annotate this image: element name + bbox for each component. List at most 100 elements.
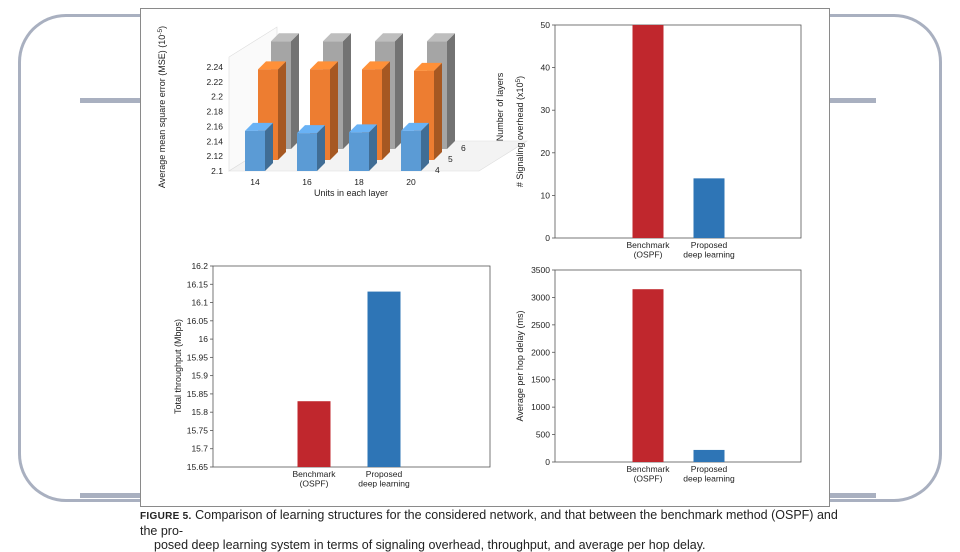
bar-layers-4-top <box>245 122 273 131</box>
plot-frame <box>212 265 491 468</box>
figure-canvas: 2.24 2.22 2.2 2.18 2.16 2.14 2.12 2.1 Average me… <box>157 20 802 489</box>
y-axis-label: Total throughput (Mbps) <box>173 319 183 414</box>
bar-layers-4-side <box>421 122 429 171</box>
bar-layers-5-top <box>310 61 338 70</box>
y-tick-label: 15.85 <box>187 389 209 399</box>
y-tick-label: 2.24 <box>206 62 223 72</box>
slide-bracket-left <box>18 14 161 502</box>
series-label: 4 <box>435 165 440 175</box>
y-tick-label: 2500 <box>531 320 550 330</box>
bar-layers-4 <box>245 130 265 171</box>
y-tick-label: 50 <box>541 20 551 30</box>
y-tick-label: 0 <box>545 233 550 243</box>
caption-line-2: posed deep learning system in terms of s… <box>140 538 840 552</box>
x-axis-label: Units in each layer <box>314 188 388 198</box>
series-label: 6 <box>461 143 466 153</box>
x-tick-label: Benchmark <box>627 240 671 250</box>
y-tick-label: 16.2 <box>191 261 208 271</box>
caption-text-2: posed deep learning system in terms of s… <box>154 538 706 552</box>
bar-proposed <box>693 178 725 238</box>
bar-layers-5-side <box>382 61 390 160</box>
x-tick-label: Benchmark <box>293 469 337 479</box>
y-tick-label: 20 <box>541 148 551 158</box>
bar-layers-4 <box>349 132 369 171</box>
chart-total-throughput: 16.2 16.15 16.1 16.05 16 15.95 15.9 15.85 15.8 15… <box>173 261 491 489</box>
bar-layers-4 <box>401 130 421 171</box>
y-tick-label: 30 <box>541 105 551 115</box>
bar-layers-4-top <box>297 125 325 134</box>
figure-frame: 2.24 2.22 2.2 2.18 2.16 2.14 2.12 2.1 Average me… <box>140 8 830 507</box>
y-tick-label: 10 <box>541 190 551 200</box>
bar-layers-6-side <box>447 33 455 149</box>
z-axis-label: Number of layers <box>495 72 505 141</box>
y-tick-label: 3500 <box>531 265 550 275</box>
x-tick-label: Proposed <box>691 464 728 474</box>
x-tick-label: 16 <box>302 177 312 187</box>
bar-proposed <box>693 449 725 462</box>
y-tick-label: 2.16 <box>206 121 223 131</box>
y-tick-label: 16 <box>199 334 209 344</box>
slide-bracket-right <box>799 14 942 502</box>
chart-per-hop-delay: 3500 3000 2500 2000 1500 1000 500 0 Benchmark(OS… <box>515 265 802 484</box>
y-tick-label: 3000 <box>531 292 550 302</box>
bar-layers-4-side <box>265 122 273 171</box>
x-tick-label: deep learning <box>358 479 410 489</box>
bar-benchmark <box>632 25 664 238</box>
slide-rule-right-bottom <box>828 493 876 498</box>
bar-layers-5-side <box>434 62 442 160</box>
bar-layers-5-side <box>330 61 338 160</box>
bar-layers-6-top <box>323 33 351 42</box>
x-tick-label: 20 <box>406 177 416 187</box>
y-tick-label: 15.95 <box>187 352 209 362</box>
x-tick-label: (OSPF) <box>300 479 329 489</box>
chart-mse-3d: 2.24 2.22 2.2 2.18 2.16 2.14 2.12 2.1 Average me… <box>157 26 529 198</box>
y-tick-label: 500 <box>536 430 550 440</box>
bar-layers-5-top <box>258 61 286 70</box>
bar-layers-6-side <box>291 33 299 149</box>
bar-layers-5-top <box>414 62 442 71</box>
y-tick-label: 2.2 <box>211 92 223 102</box>
slide-rule-right-top <box>828 98 876 103</box>
y-tick-label: 2.1 <box>211 166 223 176</box>
bar-layers-4-side <box>317 125 325 171</box>
caption-line-1: FIGURE 5. Comparison of learning structu… <box>140 508 840 538</box>
y-tick-label: 2000 <box>531 347 550 357</box>
y-tick-label: 15.9 <box>191 371 208 381</box>
bar-layers-4-top <box>401 122 429 131</box>
y-tick-label: 15.8 <box>191 407 208 417</box>
bar-layers-6-top <box>427 33 455 42</box>
bar-layers-4-top <box>349 124 377 133</box>
plot-frame <box>554 24 802 239</box>
y-tick-label: 16.05 <box>187 316 209 326</box>
x-tick-label: deep learning <box>683 474 735 484</box>
bar-layers-6-side <box>395 33 403 149</box>
bar-benchmark <box>632 289 664 462</box>
bar-layers-6-side <box>343 33 351 149</box>
y-tick-label: 2.18 <box>206 107 223 117</box>
x-tick-label: (OSPF) <box>634 474 663 484</box>
x-tick-label: 14 <box>250 177 260 187</box>
bar-layers-5-top <box>362 61 390 70</box>
figure-label: FIGURE 5. <box>140 511 192 522</box>
y-axis-label: Average mean square error (MSE) (10-5) <box>157 26 168 188</box>
y-axis-label: # Signaling overhead (x105) <box>515 76 526 187</box>
bar-benchmark <box>297 401 331 467</box>
y-tick-label: 16.15 <box>187 279 209 289</box>
y-tick-label: 2.12 <box>206 151 223 161</box>
y-tick-label: 40 <box>541 63 551 73</box>
y-tick-label: 2.14 <box>206 136 223 146</box>
y-tick-label: 15.7 <box>191 444 208 454</box>
x-tick-label: Benchmark <box>627 464 671 474</box>
x-tick-label: deep learning <box>683 250 735 260</box>
x-tick-label: 18 <box>354 177 364 187</box>
y-tick-label: 1000 <box>531 402 550 412</box>
slide-rule-left-top <box>80 98 142 103</box>
x-tick-label: Proposed <box>366 469 403 479</box>
bar-layers-6-top <box>271 33 299 42</box>
bar-layers-5-side <box>278 61 286 160</box>
y-tick-label: 2.22 <box>206 77 223 87</box>
figure-caption: FIGURE 5. Comparison of learning structu… <box>140 508 840 552</box>
y-tick-label: 0 <box>545 457 550 467</box>
bar-layers-4 <box>297 133 317 171</box>
bar-layers-6-top <box>375 33 403 42</box>
